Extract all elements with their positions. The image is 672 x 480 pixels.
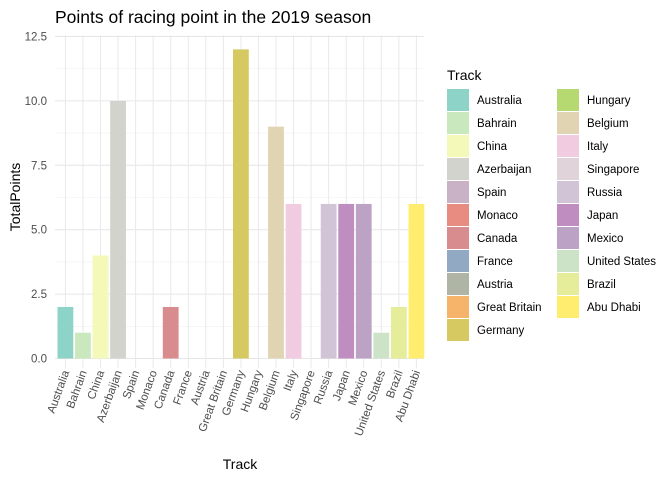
legend-label: Great Britain [477, 302, 542, 314]
legend-label: Singapore [587, 164, 639, 176]
legend: Track Australia Bahrain China Azerbaijan Spa… [447, 67, 656, 341]
bar [355, 203, 372, 359]
legend-key [447, 250, 469, 272]
legend-label: United States [587, 256, 656, 268]
legend-label: Bahrain [477, 118, 517, 130]
chart-title: Points of racing point in the 2019 seaso… [55, 7, 371, 27]
legend-key [447, 112, 469, 134]
legend-key [447, 319, 469, 341]
bar [320, 203, 337, 359]
legend-key [447, 181, 469, 203]
bar [110, 100, 126, 359]
legend-label: Australia [477, 95, 522, 107]
legend-key [447, 135, 469, 157]
legend-key [447, 158, 469, 180]
legend-key [557, 296, 579, 318]
legend-key [447, 273, 469, 295]
y-axis-title: TotalPoints [7, 163, 23, 231]
bar [390, 306, 407, 359]
legend-label: Spain [477, 187, 506, 199]
legend-label: Japan [587, 210, 618, 222]
legend-label: Hungary [587, 95, 631, 107]
y-tick-label: 5.0 [31, 225, 47, 237]
bar [268, 126, 284, 359]
legend-key [557, 250, 579, 272]
legend-label: Brazil [587, 279, 616, 291]
bar [285, 203, 302, 359]
legend-label: China [477, 141, 508, 153]
bar [75, 332, 91, 359]
legend-title: Track [447, 67, 482, 83]
legend-label: Italy [587, 141, 608, 153]
y-tick-label: 7.5 [31, 160, 47, 172]
bar [92, 255, 109, 359]
y-tick-labels: 0.0 2.5 5.0 7.5 10.0 12.5 [25, 32, 47, 366]
legend-key [557, 227, 579, 249]
legend-key [447, 227, 469, 249]
legend-label: Monaco [477, 210, 518, 222]
legend-key [557, 204, 579, 226]
bar [373, 332, 390, 359]
legend-key [557, 89, 579, 111]
y-tick-label: 10.0 [25, 96, 47, 108]
legend-key [447, 204, 469, 226]
legend-label: France [477, 256, 513, 268]
legend-label: Mexico [587, 233, 623, 245]
legend-key [447, 89, 469, 111]
x-axis-title: Track [223, 456, 258, 472]
legend-key [557, 135, 579, 157]
bar [57, 306, 74, 359]
legend-label: Canada [477, 233, 518, 245]
y-tick-label: 2.5 [31, 289, 47, 301]
legend-label: Belgium [587, 118, 629, 130]
legend-label: Russia [587, 187, 623, 199]
bar [408, 203, 425, 359]
bars [57, 49, 425, 359]
legend-key [557, 273, 579, 295]
legend-label: Germany [477, 325, 525, 337]
bar [233, 49, 249, 359]
legend-key [557, 158, 579, 180]
legend-label: Azerbaijan [477, 164, 531, 176]
legend-key [557, 181, 579, 203]
bar [162, 306, 179, 359]
y-tick-label: 12.5 [25, 32, 47, 44]
legend-label: Abu Dhabi [587, 302, 641, 314]
bar [338, 203, 355, 359]
legend-key [557, 112, 579, 134]
y-tick-label: 0.0 [31, 354, 47, 366]
legend-key [447, 296, 469, 318]
legend-label: Austria [477, 279, 513, 291]
